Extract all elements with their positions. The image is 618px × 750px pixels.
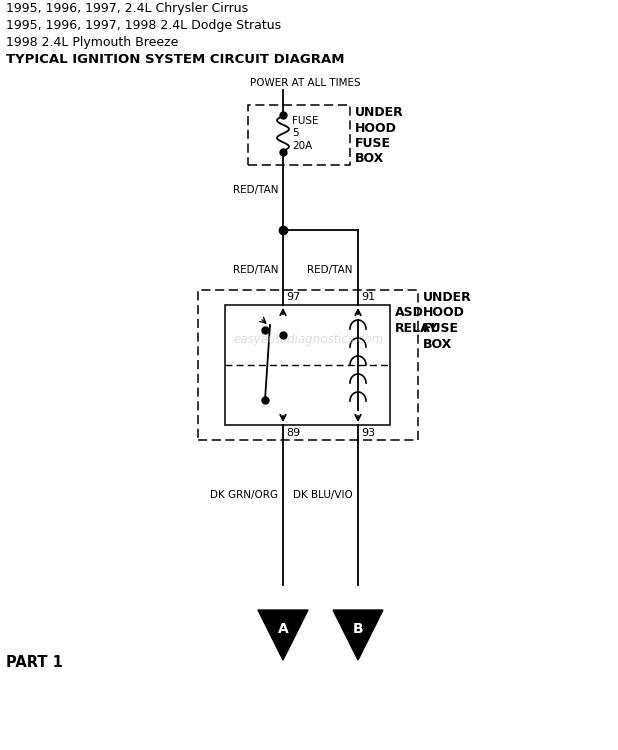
Text: A: A <box>277 622 289 636</box>
Text: 93: 93 <box>361 428 375 438</box>
Polygon shape <box>333 610 383 660</box>
Polygon shape <box>258 610 308 660</box>
Text: ASD
RELAY: ASD RELAY <box>395 306 439 334</box>
Text: 1998 2.4L Plymouth Breeze: 1998 2.4L Plymouth Breeze <box>6 36 179 49</box>
Text: TYPICAL IGNITION SYSTEM CIRCUIT DIAGRAM: TYPICAL IGNITION SYSTEM CIRCUIT DIAGRAM <box>6 53 344 66</box>
Text: UNDER
HOOD
FUSE
BOX: UNDER HOOD FUSE BOX <box>423 291 472 350</box>
Text: UNDER
HOOD
FUSE
BOX: UNDER HOOD FUSE BOX <box>355 106 404 166</box>
Text: easyautodiagnostics.com: easyautodiagnostics.com <box>234 334 384 346</box>
Text: PART 1: PART 1 <box>6 655 63 670</box>
Text: RED/TAN: RED/TAN <box>232 185 278 195</box>
Text: 89: 89 <box>286 428 300 438</box>
Text: B: B <box>353 622 363 636</box>
Text: POWER AT ALL TIMES: POWER AT ALL TIMES <box>250 78 361 88</box>
Bar <box>248 105 350 165</box>
Text: RED/TAN: RED/TAN <box>232 265 278 275</box>
Text: RED/TAN: RED/TAN <box>308 265 353 275</box>
Bar <box>198 290 418 440</box>
Bar <box>225 305 390 425</box>
Text: DK BLU/VIO: DK BLU/VIO <box>294 490 353 500</box>
Text: 97: 97 <box>286 292 300 302</box>
Text: FUSE
5
20A: FUSE 5 20A <box>292 116 318 151</box>
Text: DK GRN/ORG: DK GRN/ORG <box>210 490 278 500</box>
Text: 1995, 1996, 1997, 2.4L Chrysler Cirrus: 1995, 1996, 1997, 2.4L Chrysler Cirrus <box>6 2 248 15</box>
Text: 1995, 1996, 1997, 1998 2.4L Dodge Stratus: 1995, 1996, 1997, 1998 2.4L Dodge Stratu… <box>6 19 281 32</box>
Text: 91: 91 <box>361 292 375 302</box>
